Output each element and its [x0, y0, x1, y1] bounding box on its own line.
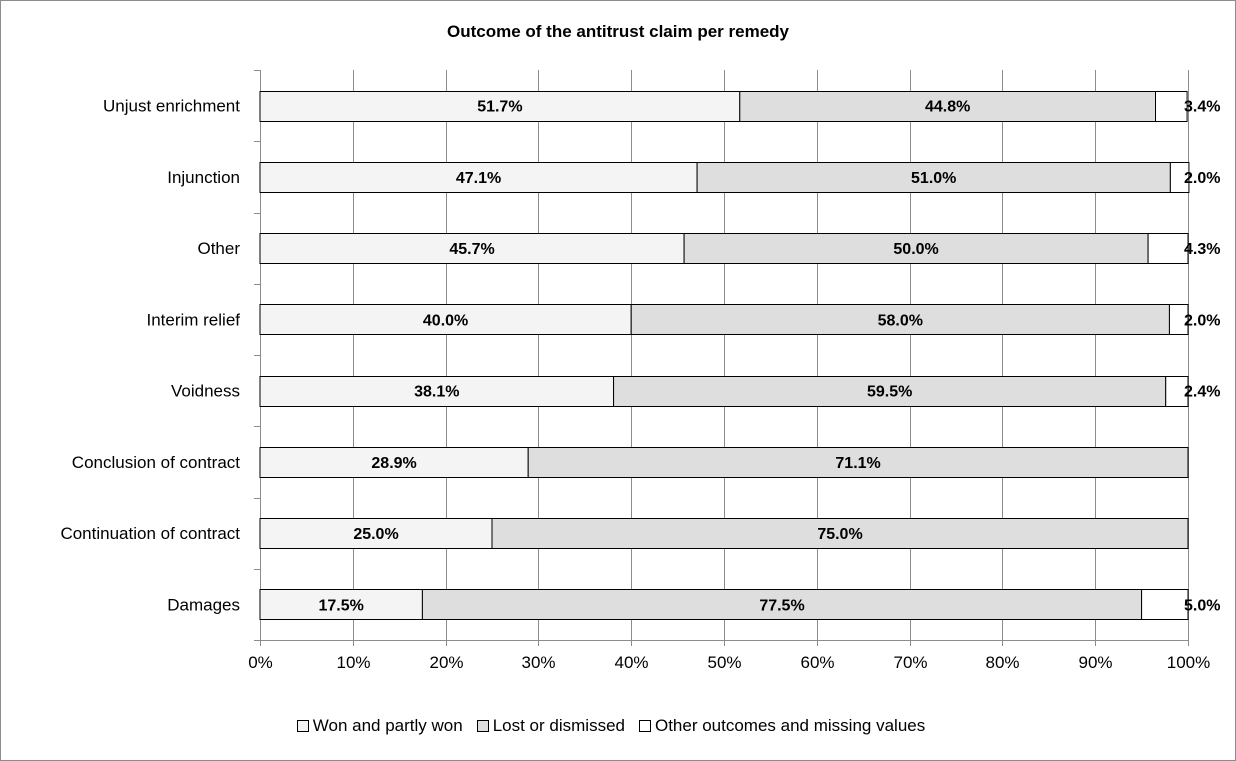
x-tick-label: 70% [893, 653, 927, 672]
bar-segment [491, 518, 1189, 549]
x-tick-label: 20% [429, 653, 463, 672]
data-label: 50.0% [893, 241, 938, 258]
bar-segment [1147, 233, 1189, 264]
bars [259, 91, 1190, 620]
x-tick-label: 30% [521, 653, 555, 672]
bar-segment [613, 376, 1167, 407]
x-tick-label: 10% [336, 653, 370, 672]
bar-segment [259, 233, 685, 264]
data-label: 2.0% [1184, 170, 1220, 187]
bar-segment [259, 304, 632, 335]
category-label: Damages [167, 595, 240, 614]
data-label: 71.1% [835, 455, 880, 472]
data-label: 25.0% [353, 526, 398, 543]
category-label: Injunction [167, 168, 240, 187]
bar-segment [259, 91, 741, 122]
legend-item: Other outcomes and missing values [638, 716, 926, 736]
data-label: 2.0% [1184, 312, 1220, 329]
x-tick-label: 100% [1167, 653, 1210, 672]
bar-segment [683, 233, 1149, 264]
data-label: 5.0% [1184, 597, 1220, 614]
x-tick-label: 40% [614, 653, 648, 672]
data-label: 44.8% [925, 99, 970, 116]
legend-item: Won and partly won [296, 716, 463, 736]
category-label: Continuation of contract [60, 524, 240, 543]
data-label: 4.3% [1184, 241, 1220, 258]
data-label: 75.0% [817, 526, 862, 543]
bar-segment [259, 447, 529, 478]
data-label: 3.4% [1184, 99, 1220, 116]
chart-title: Outcome of the antitrust claim per remed… [447, 22, 789, 41]
category-label: Unjust enrichment [103, 97, 240, 116]
data-label: 17.5% [319, 597, 364, 614]
bar-segment [696, 162, 1171, 193]
category-label: Voidness [171, 382, 240, 401]
data-label: 51.7% [477, 99, 522, 116]
x-tick-label: 80% [985, 653, 1019, 672]
bar-segment [1165, 376, 1189, 407]
labels: Unjust enrichment 51.7% 44.8% 3.4% Injunctio… [60, 97, 1220, 615]
category-label: Interim relief [146, 310, 240, 329]
data-label: 28.9% [371, 455, 416, 472]
data-label: 51.0% [911, 170, 956, 187]
bar-segment [259, 518, 493, 549]
bar-segment [1141, 589, 1189, 620]
data-label: 38.1% [414, 384, 459, 401]
bar-segment [421, 589, 1143, 620]
data-label: 77.5% [759, 597, 804, 614]
category-label: Other [197, 239, 240, 258]
bar-segment [1168, 304, 1189, 335]
x-tick-label: 0% [248, 653, 273, 672]
bar-segment [259, 162, 698, 193]
axes: 0% 10% 20% 30% 40% 50% 60% 70% 80% 90% 100% [248, 70, 1210, 672]
bar-segment [259, 589, 423, 620]
data-label: 59.5% [867, 384, 912, 401]
x-tick-label: 60% [800, 653, 834, 672]
legend-swatch [638, 719, 651, 732]
legend-label: Other outcomes and missing values [654, 716, 926, 735]
x-tick-label: 50% [707, 653, 741, 672]
x-tick-label: 90% [1078, 653, 1112, 672]
data-label: 58.0% [878, 312, 923, 329]
legend-swatch [476, 719, 489, 732]
legend-label: Lost or dismissed [492, 716, 625, 735]
data-label: 47.1% [456, 170, 501, 187]
bar-segment [1155, 91, 1188, 122]
bar-segment [527, 447, 1189, 478]
legend: Won and partly won Lost or dismissed Other… [0, 716, 1236, 736]
legend-swatch [296, 719, 309, 732]
bar-segment [1169, 162, 1190, 193]
category-label: Conclusion of contract [72, 453, 240, 472]
legend-label: Won and partly won [312, 716, 463, 735]
bar-segment [259, 376, 615, 407]
legend-item: Lost or dismissed [476, 716, 625, 736]
data-label: 2.4% [1184, 384, 1220, 401]
gridlines [353, 70, 1189, 640]
data-label: 40.0% [423, 312, 468, 329]
data-label: 45.7% [449, 241, 494, 258]
